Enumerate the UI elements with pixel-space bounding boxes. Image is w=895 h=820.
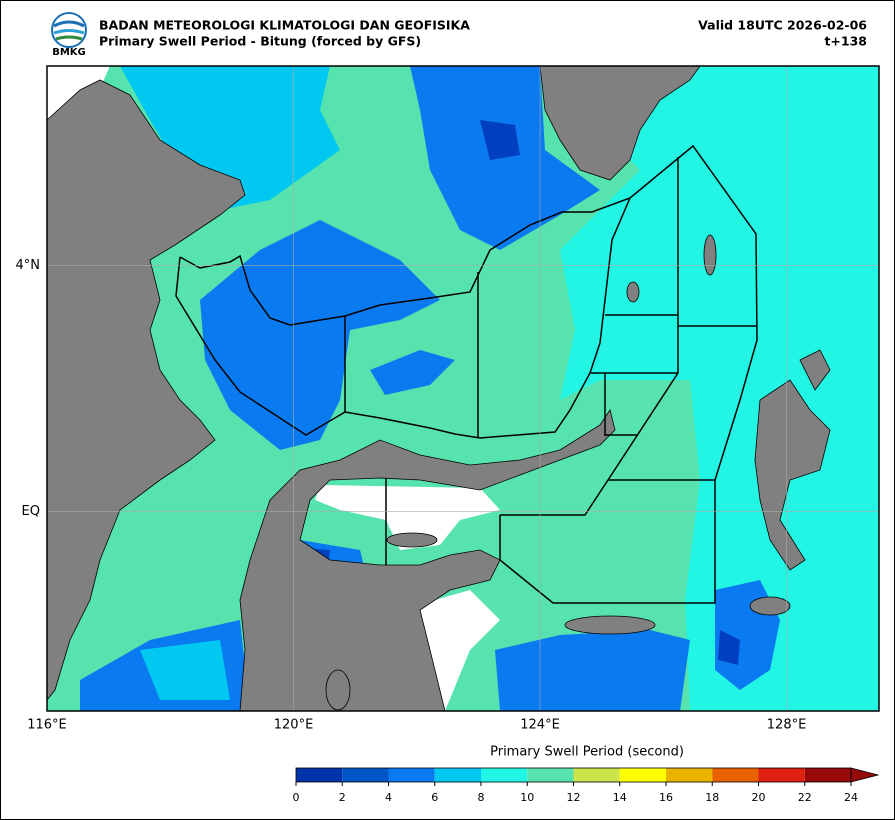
agency: BADAN METEOROLOGI KLIMATOLOGI DAN GEOFIS… (99, 18, 470, 33)
colorbar-segment (619, 768, 666, 782)
colorbar-segment (481, 768, 528, 782)
colorbar-segment (296, 768, 343, 782)
map-border (46, 65, 880, 712)
logo (51, 12, 87, 48)
colorbar-tick-label: 18 (705, 791, 719, 804)
lon-tick-label: 120°E (274, 718, 314, 733)
lead-time: t+138 (824, 34, 867, 49)
lat-tick-label: EQ (22, 504, 40, 519)
colorbar-tick-label: 8 (478, 791, 485, 804)
axes: 116°E 120°E 124°E 128°E 4°N EQ (16, 258, 807, 732)
colorbar-segment (666, 768, 713, 782)
colorbar-tick-label: 24 (844, 791, 858, 804)
colorbar-tick-label: 4 (385, 791, 392, 804)
lon-tick-label: 124°E (520, 718, 560, 733)
lon-tick-label: 116°E (27, 718, 67, 733)
colorbar-segment (388, 768, 435, 782)
colorbar-tick-label: 2 (339, 791, 346, 804)
colorbar-tick-label: 0 (293, 791, 300, 804)
colorbar-segment (758, 768, 805, 782)
grid (47, 66, 879, 711)
product: Primary Swell Period - Bitung (forced by… (99, 34, 421, 49)
logo-text: BMKG (52, 47, 86, 58)
colorbar-tick-label: 10 (520, 791, 534, 804)
colorbar-segment (342, 768, 389, 782)
colorbar-tick-label: 16 (659, 791, 673, 804)
colorbar-segment (527, 768, 574, 782)
colorbar-segment (804, 768, 851, 782)
lat-tick-label: 4°N (16, 258, 41, 273)
map-field (47, 66, 879, 711)
colorbar: 0 2 4 6 8 10 12 14 16 18 20 22 24 (293, 767, 880, 804)
colorbar-tick-label: 6 (431, 791, 438, 804)
lon-tick-label: 128°E (767, 718, 807, 733)
colorbar-tick-label: 22 (798, 791, 812, 804)
colorbar-segment (573, 768, 620, 782)
colorbar-tick-label: 12 (567, 791, 581, 804)
colorbar-tick-label: 14 (613, 791, 627, 804)
colorbar-label: Primary Swell Period (second) (490, 745, 684, 760)
colorbar-tick-label: 20 (752, 791, 766, 804)
colorbar-segment (712, 768, 759, 782)
colorbar-segment (434, 768, 481, 782)
valid-time: Valid 18UTC 2026-02-06 (698, 18, 867, 33)
